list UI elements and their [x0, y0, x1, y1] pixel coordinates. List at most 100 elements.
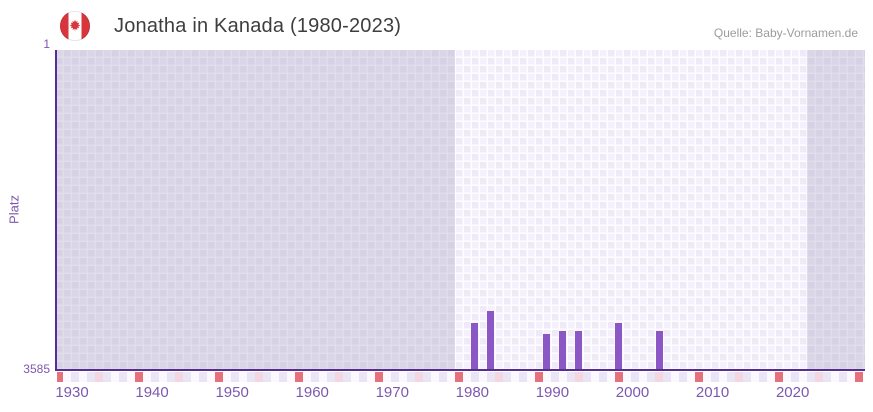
- year-cell-1946: [182, 372, 191, 382]
- x-tick-2020: 2020: [775, 384, 810, 401]
- year-cell-2004: [647, 372, 656, 382]
- x-tick-2000: 2000: [615, 384, 650, 401]
- year-cell-1951: [222, 372, 231, 382]
- year-cell-1986: [502, 372, 511, 382]
- year-cell-1959: [286, 372, 295, 382]
- year-cell-1996: [582, 372, 591, 382]
- year-cell-2017: [751, 372, 760, 382]
- post-coverage-overlay: [807, 50, 865, 370]
- year-cell-1961: [302, 372, 311, 382]
- year-cell-1957: [270, 372, 279, 382]
- bar-1993[interactable]: [559, 331, 567, 370]
- year-cell-1976: [422, 372, 431, 382]
- year-cell-2009: [687, 372, 696, 382]
- year-cell-2024: [807, 372, 816, 382]
- year-cell-1985: [494, 372, 503, 382]
- x-tick-1980: 1980: [455, 384, 490, 401]
- x-tick-1950: 1950: [215, 384, 249, 401]
- year-cell-1962: [310, 372, 319, 382]
- year-cell-2026: [823, 372, 832, 382]
- year-cell-1950: [214, 372, 223, 382]
- year-cell-1953: [238, 372, 247, 382]
- year-cell-2012: [711, 372, 720, 382]
- year-cell-2000: [614, 372, 623, 382]
- year-cell-1997: [590, 372, 599, 382]
- year-cell-2015: [735, 372, 744, 382]
- year-cell-2001: [622, 372, 631, 382]
- year-cell-1960: [294, 372, 303, 382]
- year-cell-1995: [574, 372, 583, 382]
- year-cell-2013: [719, 372, 728, 382]
- pre-coverage-overlay: [57, 50, 455, 370]
- year-cell-1969: [366, 372, 375, 382]
- year-cell-1973: [398, 372, 407, 382]
- year-cell-1958: [278, 372, 287, 382]
- x-tick-1930: 1930: [55, 384, 89, 401]
- year-cell-1979: [446, 372, 455, 382]
- year-cell-1978: [438, 372, 447, 382]
- year-cell-1977: [430, 372, 439, 382]
- year-cell-2027: [831, 372, 840, 382]
- bar-2000[interactable]: [615, 322, 623, 370]
- year-cell-2018: [759, 372, 768, 382]
- year-cell-1970: [374, 372, 383, 382]
- year-cell-1972: [390, 372, 399, 382]
- chart-title: Jonatha in Kanada (1980-2023): [114, 15, 402, 37]
- year-cell-1967: [350, 372, 359, 382]
- bar-1984[interactable]: [487, 310, 495, 370]
- year-cell-1984: [486, 372, 495, 382]
- bar-1982[interactable]: [471, 323, 479, 370]
- year-cell-2011: [703, 372, 712, 382]
- year-cell-1971: [382, 372, 391, 382]
- year-cell-1981: [462, 372, 471, 382]
- year-cell-1947: [190, 372, 199, 382]
- year-cell-1998: [598, 372, 607, 382]
- year-cell-1930: [57, 372, 63, 382]
- year-cell-2014: [727, 372, 736, 382]
- year-cell-1939: [126, 372, 135, 382]
- bar-2005[interactable]: [655, 330, 663, 370]
- plot-area: [57, 50, 865, 370]
- bar-1995[interactable]: [575, 331, 583, 370]
- year-cell-1994: [566, 372, 575, 382]
- y-axis-line: [55, 50, 57, 371]
- canada-flag-icon: [60, 11, 90, 41]
- year-cell-1955: [254, 372, 263, 382]
- source-text[interactable]: Quelle: Baby-Vornamen.de: [713, 26, 858, 40]
- year-cell-2028: [839, 372, 848, 382]
- year-cell-2021: [783, 372, 792, 382]
- year-cell-2005: [655, 372, 664, 382]
- year-cell-1989: [526, 372, 535, 382]
- year-cell-1968: [358, 372, 367, 382]
- year-cell-1988: [518, 372, 527, 382]
- year-cell-1990: [534, 372, 543, 382]
- year-cell-1966: [342, 372, 351, 382]
- year-cell-1941: [142, 372, 151, 382]
- x-tick-1970: 1970: [375, 384, 409, 401]
- year-cell-1931: [62, 372, 71, 382]
- year-cell-1965: [334, 372, 343, 382]
- year-cell-1940: [134, 372, 143, 382]
- year-cell-1945: [174, 372, 183, 382]
- year-cell-1974: [406, 372, 415, 382]
- year-cell-1991: [542, 372, 551, 382]
- year-cell-1948: [198, 372, 207, 382]
- year-cell-2010: [695, 372, 704, 382]
- year-tick-strip: [57, 372, 865, 382]
- year-cell-1954: [246, 372, 255, 382]
- year-cell-1937: [110, 372, 119, 382]
- x-tick-1990: 1990: [535, 384, 570, 401]
- year-cell-1949: [206, 372, 215, 382]
- year-cell-1934: [86, 372, 95, 382]
- year-cell-2007: [671, 372, 680, 382]
- year-cell-1982: [470, 372, 479, 382]
- x-axis-line: [55, 369, 865, 371]
- year-cell-2008: [679, 372, 688, 382]
- year-cell-1935: [94, 372, 103, 382]
- year-cell-1963: [318, 372, 327, 382]
- y-tick-rank-1: 1: [43, 37, 50, 51]
- year-cell-2029: [847, 372, 856, 382]
- year-cell-1936: [102, 372, 111, 382]
- x-tick-2010: 2010: [695, 384, 730, 401]
- bar-1991[interactable]: [543, 334, 551, 370]
